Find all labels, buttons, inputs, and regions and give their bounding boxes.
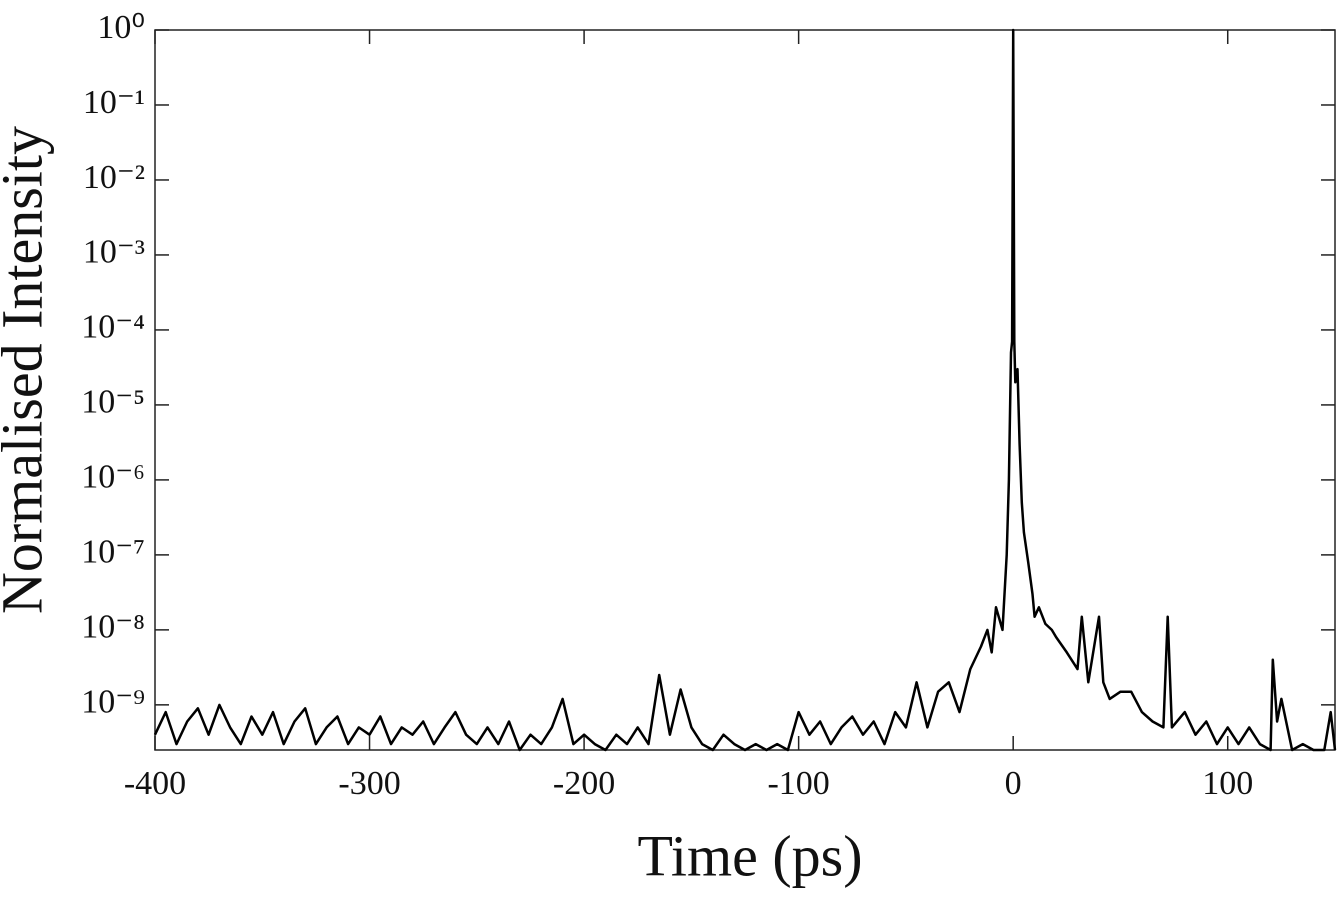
y-tick-label: 10⁻³ (83, 234, 145, 271)
x-tick-label: 100 (1202, 765, 1253, 802)
y-tick-label: 10⁻⁸ (81, 609, 145, 646)
x-tick-label: -400 (124, 765, 186, 802)
x-tick-label: -200 (553, 765, 615, 802)
data-line (153, 28, 1337, 752)
x-axis-title: Time (ps) (637, 823, 862, 888)
y-axis-title: Normalised Intensity (0, 126, 54, 614)
x-tick-label: -100 (767, 765, 829, 802)
y-tick-label: 10⁻⁵ (81, 384, 145, 421)
x-tick-label: 0 (1005, 765, 1022, 802)
y-tick-label: 10⁻⁹ (81, 684, 145, 721)
y-tick-label: 10⁻² (83, 159, 145, 196)
plot-frame (154, 29, 1336, 751)
y-tick-label: 10⁻⁴ (81, 309, 145, 346)
x-tick-label: -300 (338, 765, 400, 802)
y-tick-label: 10⁻¹ (83, 84, 145, 121)
y-tick-label: 10⁻⁶ (81, 459, 145, 496)
y-tick-label: 10⁻⁷ (81, 534, 145, 571)
y-tick-label: 10⁰ (97, 9, 145, 46)
